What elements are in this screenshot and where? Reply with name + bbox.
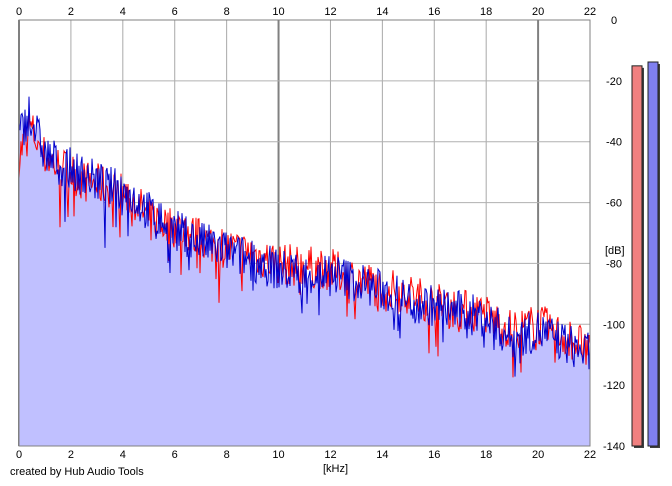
y-tick-label: -60 <box>606 198 622 210</box>
spectrum-line-blue <box>18 96 591 377</box>
y-tick-label: 0 <box>611 15 617 27</box>
x-tick-label: 10 <box>272 6 284 18</box>
x-tick-label: 12 <box>324 6 336 18</box>
x-tick-label: 20 <box>532 6 544 18</box>
y-axis-label: [dB] <box>605 245 625 257</box>
x-tick-label: 22 <box>584 449 596 461</box>
level-meter-bar <box>647 61 659 447</box>
x-tick-label: 14 <box>376 6 388 18</box>
x-tick-label: 4 <box>120 449 126 461</box>
x-tick-label: 0 <box>16 6 22 18</box>
credit-text: created by Hub Audio Tools <box>10 466 144 478</box>
y-tick-label: -140 <box>603 441 625 453</box>
y-tick-label: -20 <box>606 76 622 88</box>
x-tick-label: 14 <box>376 449 388 461</box>
x-tick-label: 16 <box>428 6 440 18</box>
x-tick-label: 4 <box>120 6 126 18</box>
x-tick-label: 22 <box>584 6 596 18</box>
spectrum-fill <box>19 96 590 446</box>
x-tick-label: 2 <box>68 6 74 18</box>
x-tick-label: 18 <box>480 449 492 461</box>
level-meter-bar <box>631 65 643 447</box>
y-tick-labels: 0 -20 -40 -60 -80 -100 -120 -140 <box>603 15 625 453</box>
x-tick-label: 6 <box>172 449 178 461</box>
x-tick-labels-bottom: 0 2 4 6 8 10 12 14 16 18 20 22 <box>16 449 596 461</box>
x-tick-label: 18 <box>480 6 492 18</box>
x-tick-label: 20 <box>532 449 544 461</box>
level-meters <box>631 61 660 448</box>
x-tick-labels-top: 0 2 4 6 8 10 12 14 16 18 20 22 <box>16 6 596 18</box>
x-axis-label: [kHz] <box>323 463 348 475</box>
x-tick-label: 12 <box>324 449 336 461</box>
x-tick-label: 8 <box>224 449 230 461</box>
x-tick-label: 0 <box>16 449 22 461</box>
x-tick-label: 8 <box>224 6 230 18</box>
x-tick-label: 10 <box>272 449 284 461</box>
y-tick-label: -40 <box>606 137 622 149</box>
x-tick-label: 6 <box>172 6 178 18</box>
plot-border <box>18 19 591 447</box>
y-tick-label: -100 <box>603 319 625 331</box>
y-tick-label: -120 <box>603 380 625 392</box>
y-tick-label: -80 <box>606 258 622 270</box>
x-tick-label: 2 <box>68 449 74 461</box>
x-tick-label: 16 <box>428 449 440 461</box>
